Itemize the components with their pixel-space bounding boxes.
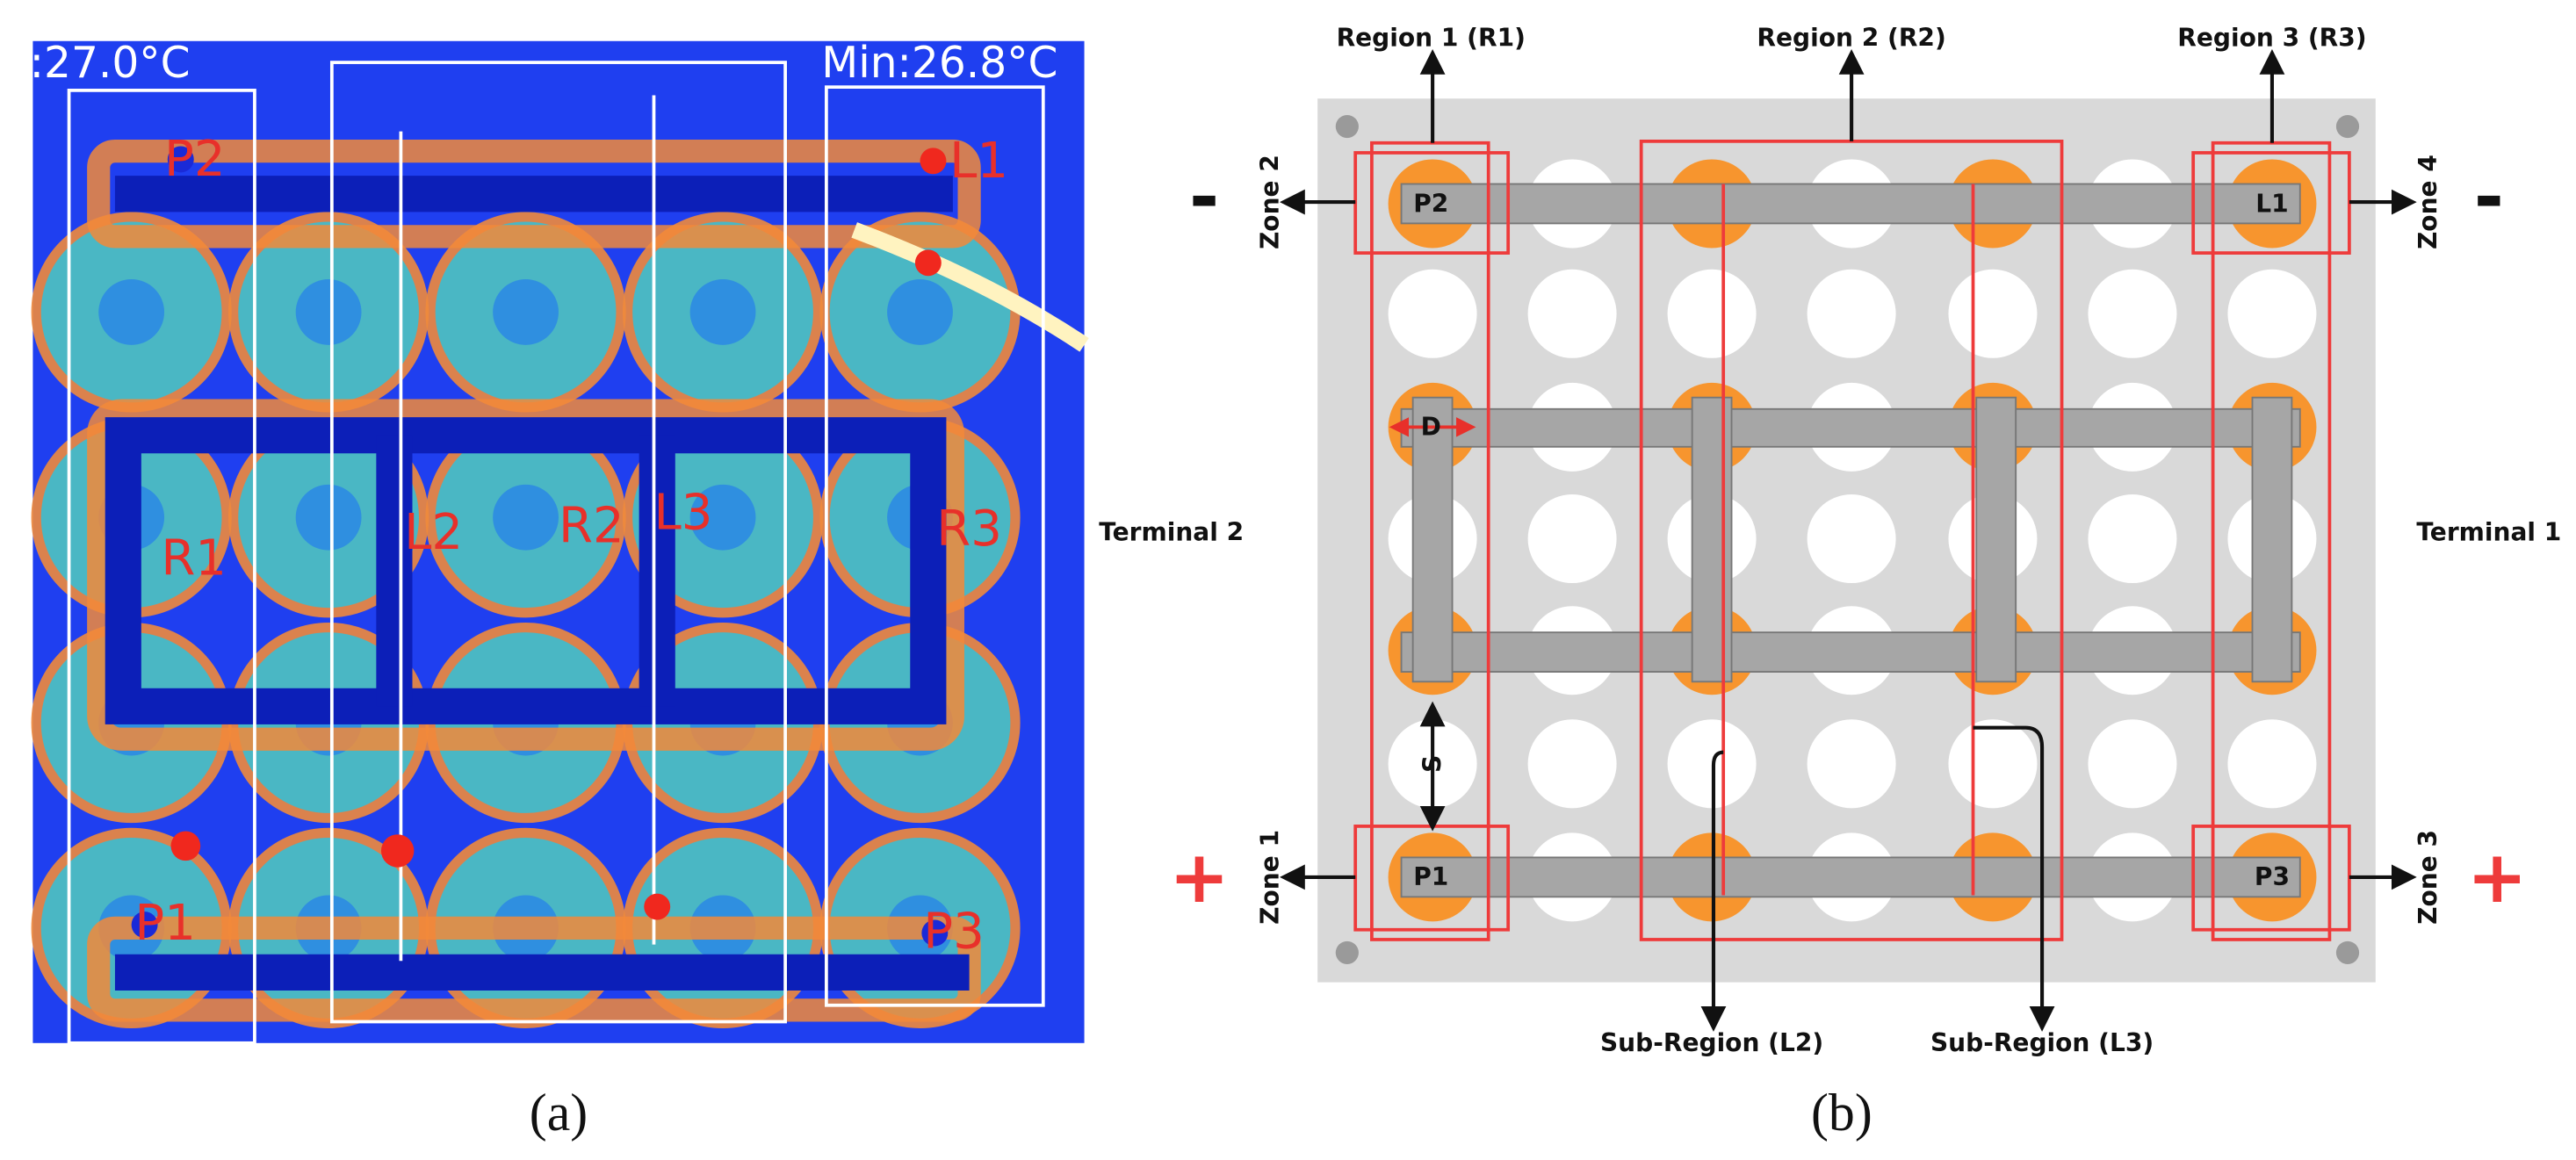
zone-label: Zone 1 bbox=[1255, 830, 1284, 925]
region-label: Region 3 (R3) bbox=[2177, 23, 2366, 52]
region-label: R1 bbox=[161, 530, 227, 587]
cell-hole bbox=[1388, 269, 1477, 358]
cell-hole bbox=[2227, 269, 2317, 358]
point-label: P3 bbox=[923, 903, 985, 960]
polarity: + bbox=[2467, 836, 2528, 919]
cell-hole bbox=[1948, 719, 2038, 809]
terminal-label: Terminal 2 bbox=[1099, 517, 1244, 546]
cell-hole bbox=[1527, 719, 1617, 809]
polarity: + bbox=[1169, 836, 1230, 919]
point-label: P2 bbox=[164, 131, 226, 188]
zone-label: Zone 3 bbox=[2414, 830, 2443, 925]
cell-hole bbox=[2088, 269, 2177, 358]
cell-hole bbox=[1527, 269, 1617, 358]
cell-hole bbox=[1667, 269, 1757, 358]
max-temp: :27.0°C bbox=[30, 39, 191, 88]
thermal-cell-core bbox=[98, 279, 165, 345]
caption: (a) bbox=[530, 1084, 588, 1142]
cell-hole bbox=[2227, 719, 2317, 809]
region-label: L2 bbox=[404, 504, 463, 561]
thermal-cell-core bbox=[295, 279, 362, 345]
thermal-image: :27.0°C Min:26.8°C P2 L1 R1 L2 R2 L3 R3 … bbox=[30, 39, 1089, 1045]
region-label: L3 bbox=[653, 484, 712, 541]
thermal-cell-core bbox=[689, 484, 756, 551]
point-label: L1 bbox=[949, 133, 1008, 190]
zone-label: Zone 2 bbox=[1255, 155, 1284, 249]
sub-region-label: Sub-Region (L3) bbox=[1930, 1028, 2154, 1057]
thermal-cell-core bbox=[295, 484, 362, 551]
terminal-label: Terminal 1 bbox=[2416, 517, 2561, 546]
point-label: P3 bbox=[2255, 862, 2290, 891]
point-label: L1 bbox=[2255, 189, 2288, 218]
polarity: - bbox=[1189, 156, 1219, 240]
min-temp: Min:26.8°C bbox=[821, 39, 1057, 88]
dimension-label: D bbox=[1421, 413, 1441, 442]
caption: (b) bbox=[1811, 1084, 1872, 1142]
thermal-cell-core bbox=[887, 279, 953, 345]
sub-region-label: Sub-Region (L2) bbox=[1600, 1028, 1823, 1057]
region-label: R3 bbox=[936, 501, 1002, 558]
thermal-cell-core bbox=[493, 484, 559, 551]
region-label: Region 1 (R1) bbox=[1337, 23, 1526, 52]
schematic: Region 1 (R1) Region 2 (R2) Region 3 (R3… bbox=[1099, 23, 2561, 1057]
cell-hole bbox=[2088, 494, 2177, 584]
cell-hole bbox=[1948, 269, 2038, 358]
region-label: Region 2 (R2) bbox=[1757, 23, 1945, 52]
region-label: R2 bbox=[559, 497, 624, 554]
thermal-cell-core bbox=[689, 279, 756, 345]
thermal-cell-core bbox=[493, 279, 559, 345]
cell-hole bbox=[2088, 719, 2177, 809]
dimension-label: S bbox=[1418, 755, 1447, 773]
zone-label: Zone 4 bbox=[2414, 155, 2443, 249]
cell-hole bbox=[1807, 494, 1896, 584]
cell-hole bbox=[1807, 719, 1896, 809]
point-label: P1 bbox=[134, 895, 196, 952]
point-label: P2 bbox=[1413, 189, 1448, 218]
cell-hole bbox=[1807, 269, 1896, 358]
point-label: P1 bbox=[1413, 862, 1448, 891]
polarity: - bbox=[2474, 156, 2504, 240]
cell-hole bbox=[1527, 494, 1617, 584]
